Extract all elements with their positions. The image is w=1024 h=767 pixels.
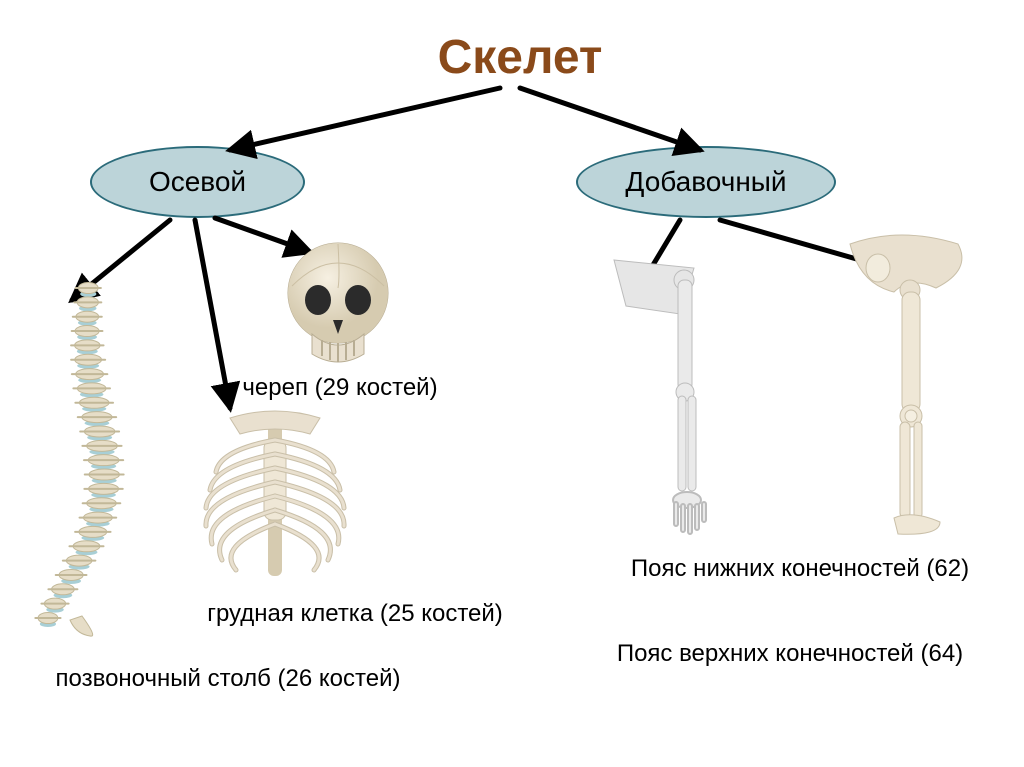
node-appendicular: Добавочный [576,146,836,218]
label-spine: позвоночный столб (26 костей) [18,665,438,693]
node-axial-label: Осевой [149,166,246,198]
ribcage-icon [190,410,360,590]
node-axial: Осевой [90,146,305,218]
spine-icon [30,280,130,638]
label-skull: череп (29 костей) [210,374,470,402]
arm-icon [584,250,734,540]
skull-icon [278,238,398,378]
leg-icon [840,230,990,540]
label-ribcage: грудная клетка (25 костей) [175,600,535,628]
diagram-title: Скелет [410,30,630,90]
node-appendicular-label: Добавочный [625,166,786,198]
label-upper-limb: Пояс верхних конечностей (64) [570,640,1010,668]
label-lower-limb: Пояс нижних конечностей (62) [590,555,1010,583]
